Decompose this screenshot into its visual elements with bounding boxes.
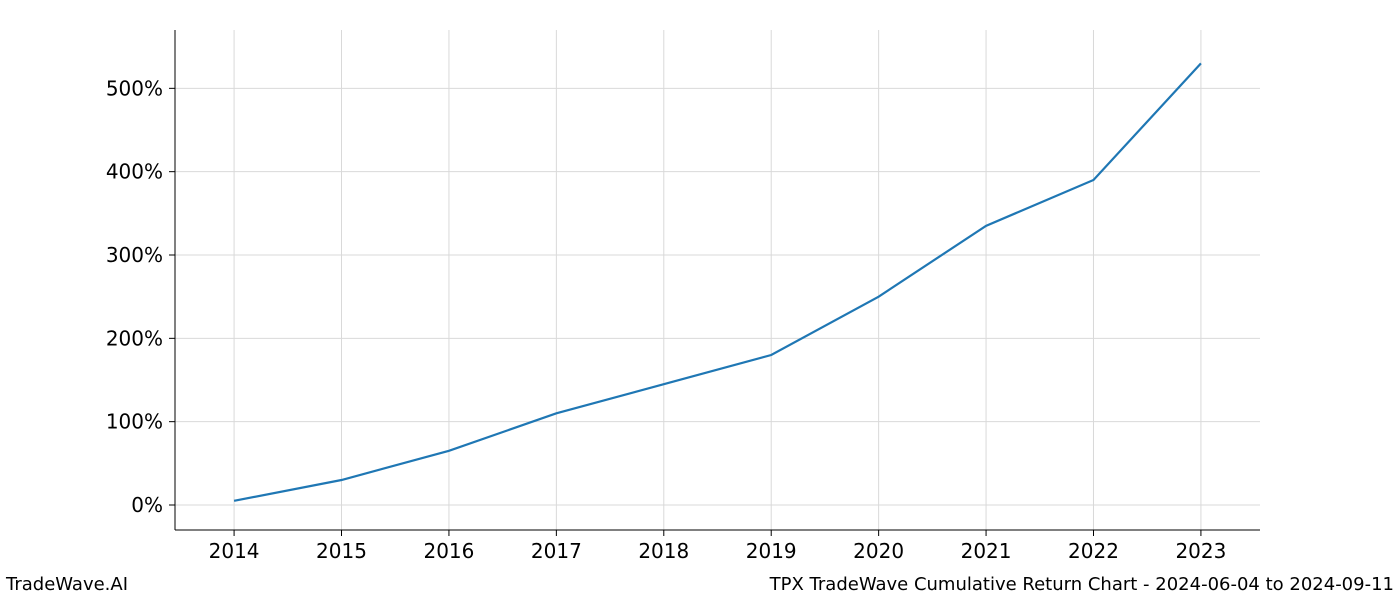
chart-background	[0, 0, 1400, 600]
y-tick-label: 200%	[106, 326, 163, 350]
footer-left-label: TradeWave.AI	[5, 574, 128, 595]
x-tick-label: 2018	[638, 539, 689, 563]
footer-right-label: TPX TradeWave Cumulative Return Chart - …	[769, 574, 1394, 595]
x-tick-label: 2022	[1068, 539, 1119, 563]
y-tick-label: 100%	[106, 410, 163, 434]
line-chart: 2014 2015 2016 2017 2018 2019 2020 2021 2022 2023…	[0, 0, 1400, 600]
y-tick-label: 400%	[106, 160, 163, 184]
x-tick-label: 2016	[423, 539, 474, 563]
y-tick-label: 0%	[131, 493, 163, 517]
x-tick-label: 2021	[961, 539, 1012, 563]
x-tick-label: 2014	[209, 539, 260, 563]
y-tick-label: 300%	[106, 243, 163, 267]
x-tick-label: 2020	[853, 539, 904, 563]
x-tick-label: 2017	[531, 539, 582, 563]
x-tick-label: 2019	[746, 539, 797, 563]
y-tick-label: 500%	[106, 76, 163, 100]
x-tick-label: 2023	[1175, 539, 1226, 563]
chart-container: 2014 2015 2016 2017 2018 2019 2020 2021 2022 2023…	[0, 0, 1400, 600]
x-tick-label: 2015	[316, 539, 367, 563]
